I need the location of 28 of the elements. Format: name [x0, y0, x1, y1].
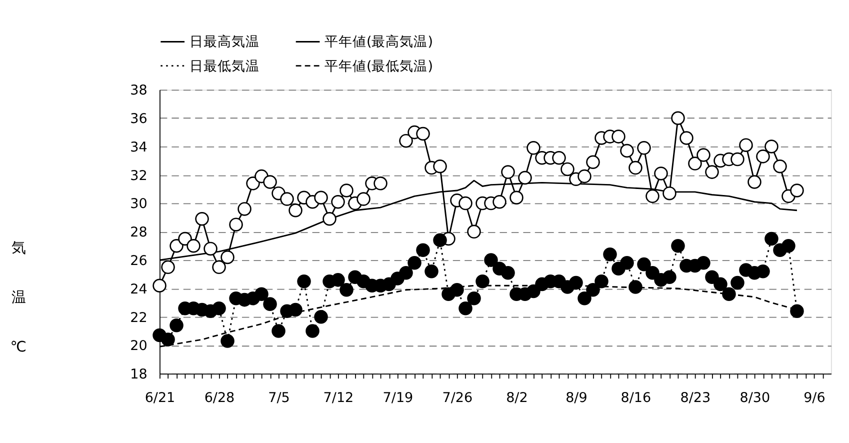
x-tick-label: 8/23 — [680, 390, 711, 406]
x-tick-label: 8/16 — [620, 390, 652, 406]
text: 気温℃ — [10, 240, 26, 356]
y-tick-label: 20 — [130, 338, 148, 354]
y-tick-label: 28 — [130, 224, 148, 241]
x-tick-label: 6/21 — [144, 390, 176, 406]
x-tick-label: 6/28 — [204, 390, 235, 406]
y-tick-label: 24 — [130, 281, 148, 298]
y-tick-label: 32 — [130, 168, 148, 184]
y-tick-label: 22 — [130, 310, 148, 326]
legend-label: 日最高気温 — [189, 34, 260, 50]
x-tick-label: 9/6 — [804, 390, 826, 406]
x-tick-label: 7/26 — [442, 390, 473, 406]
x-tick-label: 8/30 — [740, 390, 770, 406]
x-tick-label: 7/19 — [382, 390, 414, 406]
y-tick-label: 36 — [130, 111, 148, 128]
y-tick-label: 26 — [130, 253, 148, 270]
legend-label: 平年値(最低気温) — [324, 58, 434, 74]
legend-label: 日最低気温 — [189, 58, 260, 74]
y-tick-label: 34 — [130, 139, 148, 156]
y-tick-label: 18 — [130, 366, 148, 383]
y-tick-label: 30 — [130, 196, 148, 212]
x-tick-label: 7/12 — [323, 390, 354, 406]
x-tick-label: 7/5 — [268, 390, 290, 406]
y-tick-label: 38 — [130, 82, 148, 99]
x-tick-label: 8/2 — [506, 390, 528, 406]
legend-label: 平年値(最高気温) — [324, 34, 434, 50]
x-tick-label: 8/9 — [566, 390, 588, 406]
